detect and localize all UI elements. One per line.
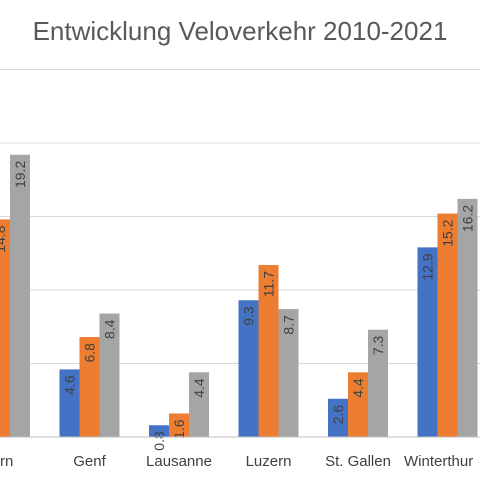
category-label-winterthur: Winterthur <box>404 453 473 470</box>
bar-bern-series-2 <box>0 219 10 437</box>
bar-genf-series-1 <box>59 369 80 437</box>
data-label-lausanne-series-3: 4.4 <box>191 378 207 398</box>
data-label-lausanne-series-1: 0.8 <box>151 431 167 451</box>
bar-lausanne-series-2 <box>169 413 189 437</box>
category-label-bern: rn <box>0 453 13 470</box>
bar-lausanne-series-1 <box>149 425 169 437</box>
category-label-luzern: Luzern <box>246 453 292 470</box>
bar-genf-series-2 <box>79 337 100 437</box>
data-label-luzern-series-1: 9.3 <box>241 306 257 326</box>
data-label-winterthur-series-2: 15.2 <box>440 219 456 246</box>
bar-lausanne-series-3 <box>189 372 209 437</box>
bar-luzern-series-1 <box>238 300 259 437</box>
data-label-winterthur-series-3: 16.2 <box>460 205 476 232</box>
x-axis: rn Genf Lausanne Luzern St. Gallen Winterthur <box>0 436 480 470</box>
data-label-genf-series-2: 6.8 <box>82 343 98 363</box>
data-label-st-gallen-series-1: 2.6 <box>330 405 346 425</box>
category-label-lausanne: Lausanne <box>146 453 212 470</box>
data-label-genf-series-1: 4.6 <box>62 375 78 395</box>
data-label-luzern-series-3: 8.7 <box>281 315 297 335</box>
bar-winterthur-series-1 <box>417 247 438 437</box>
data-label-genf-series-3: 8.4 <box>102 319 118 339</box>
category-label-genf: Genf <box>73 453 106 470</box>
bar-bern-series-3 <box>10 154 30 437</box>
bar-st-gallen-series-1 <box>328 398 348 437</box>
bar-st-gallen-series-3 <box>368 329 388 437</box>
bar-winterthur-series-2 <box>437 213 458 437</box>
data-label-st-gallen-series-3: 7.3 <box>370 335 386 355</box>
bar-genf-series-3 <box>99 313 120 437</box>
bar-luzern-series-2 <box>258 265 279 437</box>
bar-winterthur-series-3 <box>457 198 478 437</box>
data-label-lausanne-series-2: 1.6 <box>171 419 187 439</box>
data-label-st-gallen-series-2: 4.4 <box>350 378 366 398</box>
chart-title: Entwicklung Veloverkehr 2010-2021 <box>32 16 448 46</box>
data-label-bern-series-2: 14.8 <box>0 225 8 252</box>
data-label-luzern-series-2: 11.7 <box>261 271 277 297</box>
bar-st-gallen-series-2 <box>348 372 368 437</box>
category-label-st-gallen: St. Gallen <box>325 453 391 470</box>
data-label-winterthur-series-1: 12.9 <box>420 253 436 280</box>
bar-luzern-series-3 <box>278 309 299 437</box>
data-labels: 14.819.24.66.88.40.81.64.49.311.78.72.64… <box>0 161 476 451</box>
data-label-bern-series-3: 19.2 <box>12 161 28 188</box>
bars <box>0 154 478 437</box>
